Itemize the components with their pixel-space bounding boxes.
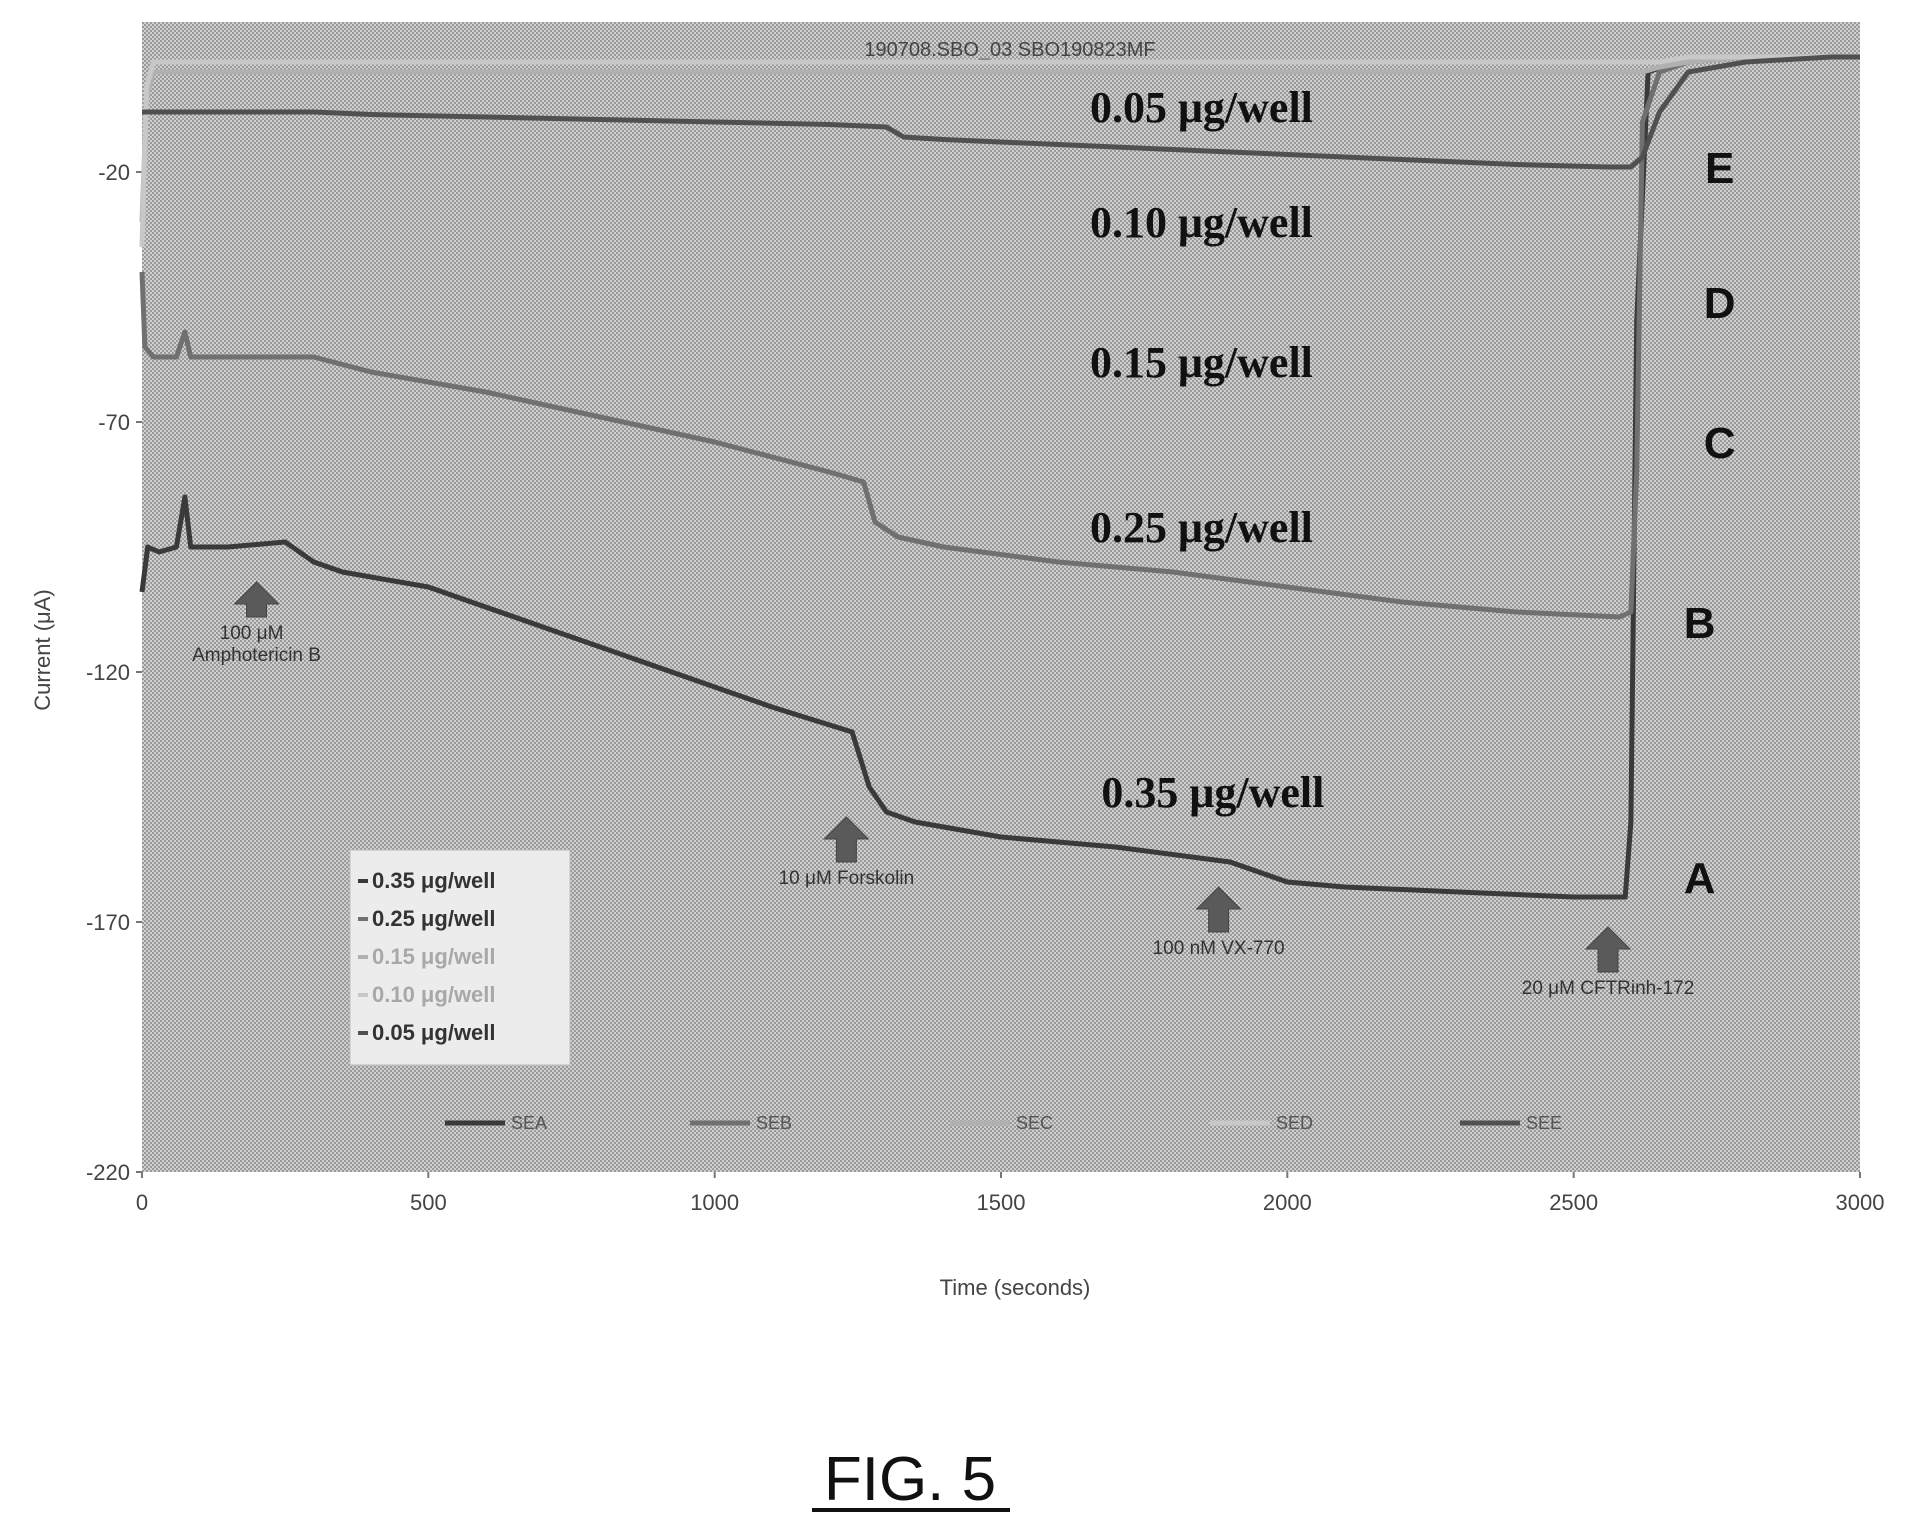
annotation-arrow: 20 μM CFTRinh-172 — [1522, 926, 1695, 999]
y-tick-label: -70 — [98, 410, 130, 435]
legend-label: 0.15 μg/well — [372, 944, 496, 969]
up-arrow-icon — [1584, 926, 1632, 973]
bottom-legend-entry: SEA — [445, 1113, 547, 1133]
legend-label: 0.35 μg/well — [372, 868, 496, 893]
legend-entry: 0.35 μg/well — [358, 868, 496, 893]
chart-title: 190708.SBO_03 SBO190823MF — [864, 39, 1155, 61]
series-letter-a: A — [1684, 854, 1716, 903]
legend-box — [349, 849, 571, 1066]
series-letter-d: D — [1704, 279, 1736, 328]
up-arrow-icon — [233, 581, 280, 618]
x-tick-label: 2000 — [1263, 1190, 1312, 1215]
dose-label: 0.10 μg/well — [1090, 198, 1313, 247]
y-tick-label: -120 — [86, 660, 130, 685]
y-tick-label: -170 — [86, 910, 130, 935]
series-letter-b: B — [1684, 599, 1716, 648]
series-lines — [139, 54, 1860, 900]
annotation-arrow: 100 nM VX-770 — [1153, 886, 1285, 959]
x-tick-label: 2500 — [1549, 1190, 1598, 1215]
x-tick-label: 0 — [136, 1190, 148, 1215]
annotation-label: 100 μM — [220, 623, 284, 644]
annotation-label: 10 μM Forskolin — [779, 868, 915, 889]
legend-label: 0.05 μg/well — [372, 1020, 496, 1045]
bottom-legend-label: SEC — [1016, 1113, 1053, 1133]
annotation-label: 20 μM CFTRinh-172 — [1522, 978, 1695, 999]
legend: 0.35 μg/well 0.25 μg/well 0.15 μg/well 0.10… — [349, 849, 571, 1066]
series-letter-e: E — [1705, 144, 1734, 193]
legend-entry: 0.05 μg/well — [358, 1020, 496, 1045]
x-axis: 0 500 1000 1500 2000 2500 3000 — [136, 1172, 1885, 1215]
y-axis-label: Current (μA) — [30, 589, 55, 710]
series-letter-c: C — [1704, 419, 1736, 468]
dose-labels: 0.05 μg/well 0.10 μg/well 0.15 μg/well 0.25… — [1090, 83, 1324, 817]
x-axis-label: Time (seconds) — [940, 1275, 1091, 1300]
bottom-legend-label: SEE — [1526, 1113, 1562, 1133]
y-tick-label: -20 — [98, 160, 130, 185]
series-letter-labels: E D C B A — [1684, 144, 1736, 903]
bottom-legend: SEA SEB SEC SED SEE — [445, 1113, 1562, 1133]
annotation-label: 100 nM VX-770 — [1153, 938, 1285, 959]
annotation-label: Amphotericin B — [192, 645, 321, 666]
legend-label: 0.10 μg/well — [372, 982, 496, 1007]
annotation-arrow: 10 μM Forskolin — [779, 816, 915, 889]
y-tick-label: -220 — [86, 1160, 130, 1185]
series-line-e — [142, 54, 1860, 170]
legend-entry: 0.10 μg/well — [358, 982, 496, 1007]
x-tick-label: 3000 — [1836, 1190, 1885, 1215]
up-arrow-icon — [823, 816, 870, 863]
x-tick-label: 1000 — [690, 1190, 739, 1215]
dose-label: 0.05 μg/well — [1090, 83, 1313, 132]
dose-label: 0.35 μg/well — [1101, 768, 1324, 817]
series-line-d — [139, 54, 1860, 248]
figure-label: FIG. 5 — [824, 1445, 996, 1514]
dose-label: 0.25 μg/well — [1090, 503, 1313, 552]
dose-label: 0.15 μg/well — [1090, 338, 1313, 387]
bottom-legend-label: SEA — [511, 1113, 547, 1133]
bottom-legend-entry: SEC — [950, 1113, 1053, 1133]
bottom-legend-label: SEB — [756, 1113, 792, 1133]
y-axis: -20 -70 -120 -170 -220 — [86, 160, 142, 1185]
legend-entry: 0.15 μg/well — [358, 944, 496, 969]
series-line-b — [139, 54, 1860, 620]
legend-label: 0.25 μg/well — [372, 906, 496, 931]
up-arrow-icon — [1195, 886, 1242, 933]
bottom-legend-label: SED — [1276, 1113, 1313, 1133]
x-tick-label: 500 — [410, 1190, 447, 1215]
series-line-c — [139, 54, 1860, 223]
bottom-legend-entry: SEE — [1460, 1113, 1562, 1133]
legend-entry: 0.25 μg/well — [358, 906, 496, 931]
x-tick-label: 1500 — [977, 1190, 1026, 1215]
bottom-legend-entry: SEB — [690, 1113, 792, 1133]
bottom-legend-entry: SED — [1210, 1113, 1313, 1133]
